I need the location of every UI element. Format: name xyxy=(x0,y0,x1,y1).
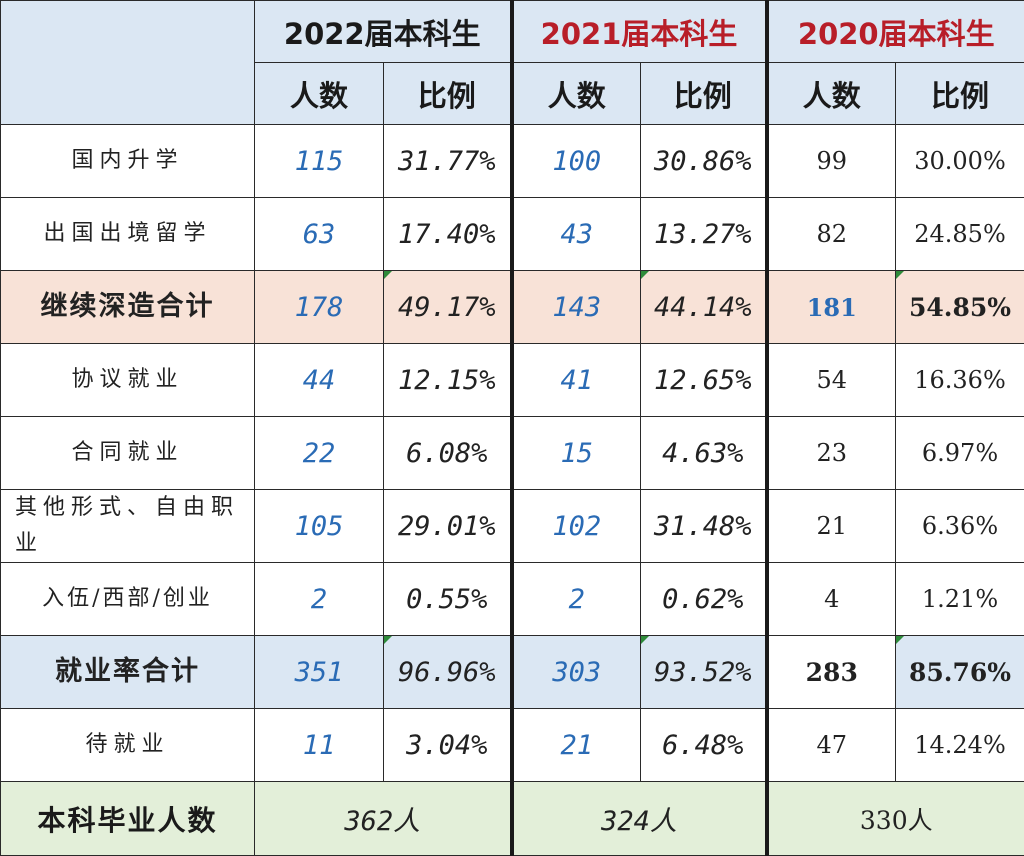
cell-2022-count: 105 xyxy=(255,490,384,563)
table-row: 协议就业 44 12.15% 41 12.65% 54 16.36% xyxy=(1,344,1024,417)
cell-2021-count: 43 xyxy=(512,198,641,271)
row-label: 合同就业 xyxy=(1,417,255,490)
table-row: 其他形式、自由职业 105 29.01% 102 31.48% 21 6.36% xyxy=(1,490,1024,563)
row-label: 就业率合计 xyxy=(1,636,255,709)
cell-2021-count: 21 xyxy=(512,709,641,782)
cell-2021-ratio: 93.52% xyxy=(641,636,767,709)
cell-2022-ratio: 17.40% xyxy=(384,198,512,271)
cell-2020-ratio: 30.00% xyxy=(896,125,1024,198)
cell-2022-ratio: 31.77% xyxy=(384,125,512,198)
table-row: 出国出境留学 63 17.40% 43 13.27% 82 24.85% xyxy=(1,198,1024,271)
cell-2020-ratio: 85.76% xyxy=(896,636,1024,709)
row-label: 继续深造合计 xyxy=(1,271,255,344)
cell-2022-count: 63 xyxy=(255,198,384,271)
cell-2020-ratio: 6.97% xyxy=(896,417,1024,490)
cell-2020-ratio: 6.36% xyxy=(896,490,1024,563)
cell-2022-ratio: 6.08% xyxy=(384,417,512,490)
table-row: 合同就业 22 6.08% 15 4.63% 23 6.97% xyxy=(1,417,1024,490)
count-header-2022: 人数 xyxy=(255,63,384,125)
cell-2021-count: 2 xyxy=(512,563,641,636)
table-row: 国内升学 115 31.77% 100 30.86% 99 30.00% xyxy=(1,125,1024,198)
cell-2021-count: 41 xyxy=(512,344,641,417)
count-header-2020: 人数 xyxy=(767,63,896,125)
cell-2022-count: 22 xyxy=(255,417,384,490)
header-corner xyxy=(1,1,255,125)
cell-2020-ratio: 14.24% xyxy=(896,709,1024,782)
cell-2022-count: 2 xyxy=(255,563,384,636)
cell-2021-count: 303 xyxy=(512,636,641,709)
cell-2020-ratio: 16.36% xyxy=(896,344,1024,417)
cell-2020-count: 283 xyxy=(767,636,896,709)
cell-2020-count: 181 xyxy=(767,271,896,344)
cell-2021-ratio: 12.65% xyxy=(641,344,767,417)
year-header-2021: 2021届本科生 xyxy=(512,1,767,63)
cell-2022-count: 178 xyxy=(255,271,384,344)
cell-2022-ratio: 3.04% xyxy=(384,709,512,782)
cell-2021-ratio: 4.63% xyxy=(641,417,767,490)
row-label: 待就业 xyxy=(1,709,255,782)
ratio-header-2022: 比例 xyxy=(384,63,512,125)
cell-2020-count: 21 xyxy=(767,490,896,563)
row-label: 入伍/西部/创业 xyxy=(1,563,255,636)
cell-2021-count: 100 xyxy=(512,125,641,198)
cell-2020-count: 54 xyxy=(767,344,896,417)
cell-2022-count: 44 xyxy=(255,344,384,417)
table-row: 就业率合计 351 96.96% 303 93.52% 283 85.76% xyxy=(1,636,1024,709)
ratio-header-2020: 比例 xyxy=(896,63,1024,125)
graduates-total-2021: 324人 xyxy=(512,782,767,856)
cell-2021-count: 143 xyxy=(512,271,641,344)
cell-2020-count: 47 xyxy=(767,709,896,782)
cell-2021-count: 15 xyxy=(512,417,641,490)
cell-2022-ratio: 12.15% xyxy=(384,344,512,417)
cell-2022-ratio: 96.96% xyxy=(384,636,512,709)
ratio-header-2021: 比例 xyxy=(641,63,767,125)
cell-2021-ratio: 0.62% xyxy=(641,563,767,636)
row-label: 协议就业 xyxy=(1,344,255,417)
cell-2020-ratio: 54.85% xyxy=(896,271,1024,344)
cell-2022-ratio: 0.55% xyxy=(384,563,512,636)
cell-2021-ratio: 13.27% xyxy=(641,198,767,271)
cell-2020-count: 99 xyxy=(767,125,896,198)
graduates-total-2020: 330人 xyxy=(767,782,1024,856)
cell-2020-count: 23 xyxy=(767,417,896,490)
cell-2021-ratio: 30.86% xyxy=(641,125,767,198)
footer-row: 本科毕业人数 362人 324人 330人 xyxy=(1,782,1024,856)
cell-2022-count: 351 xyxy=(255,636,384,709)
cell-2020-count: 82 xyxy=(767,198,896,271)
year-header-2022: 2022届本科生 xyxy=(255,1,512,63)
cell-2021-ratio: 6.48% xyxy=(641,709,767,782)
year-header-2020: 2020届本科生 xyxy=(767,1,1024,63)
cell-2022-ratio: 29.01% xyxy=(384,490,512,563)
cell-2020-ratio: 24.85% xyxy=(896,198,1024,271)
cell-2021-ratio: 31.48% xyxy=(641,490,767,563)
row-label: 出国出境留学 xyxy=(1,198,255,271)
table-row: 入伍/西部/创业 2 0.55% 2 0.62% 4 1.21% xyxy=(1,563,1024,636)
row-label: 国内升学 xyxy=(1,125,255,198)
cell-2021-ratio: 44.14% xyxy=(641,271,767,344)
cell-2021-count: 102 xyxy=(512,490,641,563)
row-label: 其他形式、自由职业 xyxy=(1,490,255,563)
table-row: 待就业 11 3.04% 21 6.48% 47 14.24% xyxy=(1,709,1024,782)
graduates-total-2022: 362人 xyxy=(255,782,512,856)
cell-2022-count: 11 xyxy=(255,709,384,782)
cell-2020-count: 4 xyxy=(767,563,896,636)
graduates-total-label: 本科毕业人数 xyxy=(1,782,255,856)
cell-2022-count: 115 xyxy=(255,125,384,198)
table-row: 继续深造合计 178 49.17% 143 44.14% 181 54.85% xyxy=(1,271,1024,344)
count-header-2021: 人数 xyxy=(512,63,641,125)
cell-2022-ratio: 49.17% xyxy=(384,271,512,344)
cell-2020-ratio: 1.21% xyxy=(896,563,1024,636)
